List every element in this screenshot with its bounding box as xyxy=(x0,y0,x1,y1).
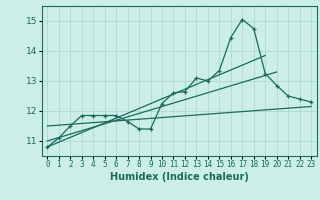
X-axis label: Humidex (Indice chaleur): Humidex (Indice chaleur) xyxy=(110,172,249,182)
